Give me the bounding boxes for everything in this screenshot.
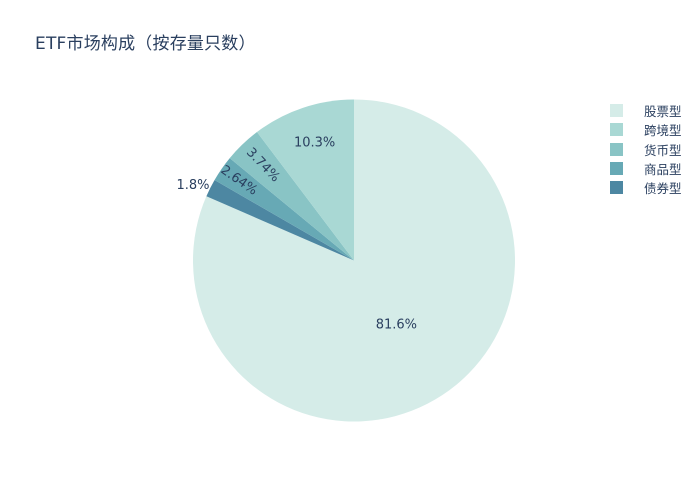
legend-item-money-market[interactable]: 货币型	[610, 142, 682, 158]
pie-slice-债券型[interactable]	[206, 180, 354, 261]
pie-percent-label-债券型: 1.8%	[176, 178, 209, 193]
pie-slice-股票型[interactable]	[192, 99, 515, 422]
pie-slice-跨境型[interactable]	[256, 99, 354, 261]
legend-label: 商品型	[644, 161, 682, 177]
pie-percent-label-跨境型: 10.3%	[294, 136, 335, 151]
legend-swatch-crossborder	[610, 123, 623, 137]
legend-label: 债券型	[644, 181, 682, 197]
legend: 股票型 跨境型 货币型 商品型 债券型	[610, 104, 682, 200]
chart-title: ETF市场构成（按存量只数）	[35, 34, 256, 54]
legend-label: 股票型	[644, 104, 682, 119]
legend-item-bond[interactable]: 债券型	[610, 181, 682, 197]
pie-percent-label-股票型: 81.6%	[376, 318, 417, 333]
legend-label: 跨境型	[644, 123, 682, 139]
pie-slice-商品型[interactable]	[214, 158, 354, 261]
legend-item-equity[interactable]: 股票型	[610, 104, 682, 119]
legend-item-crossborder[interactable]: 跨境型	[610, 123, 682, 139]
legend-swatch-commodity	[610, 161, 623, 175]
legend-label: 货币型	[644, 142, 682, 158]
pie-slice-货币型[interactable]	[229, 132, 354, 261]
legend-item-commodity[interactable]: 商品型	[610, 161, 682, 177]
legend-swatch-equity	[610, 104, 623, 117]
legend-swatch-money-market	[610, 142, 623, 156]
legend-swatch-bond	[610, 181, 623, 195]
